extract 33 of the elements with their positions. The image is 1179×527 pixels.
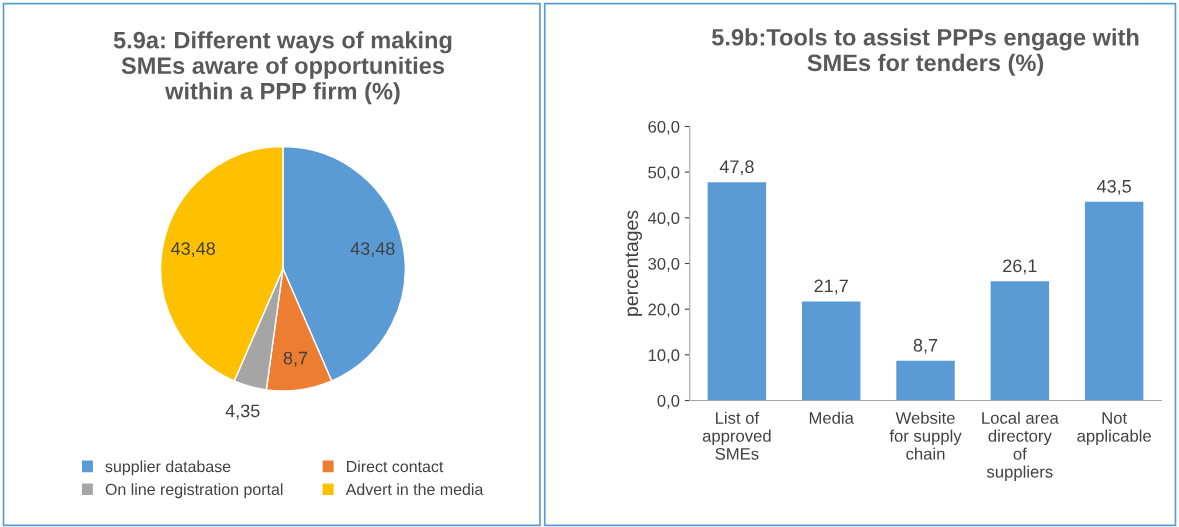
data-label: 8,7 (913, 338, 938, 354)
data-label: 26,1 (1003, 259, 1037, 275)
x-tick-label: Local area directory of suppliers (982, 411, 1059, 482)
y-axis-title: percentages (625, 210, 642, 316)
y-tick-label: 30,0 (648, 257, 680, 272)
bar (801, 301, 861, 401)
bar (1084, 201, 1144, 401)
chart-title: 5.9a: Different ways of making SMEs aware of opportunities within a PPP firm (%) (113, 31, 452, 105)
x-tick-label: Media (809, 411, 854, 424)
y-tick-label: 60,0 (648, 120, 680, 135)
legend-label: Direct contact (347, 460, 444, 473)
data-label: 8,7 (283, 351, 308, 367)
y-tick-label: 20,0 (648, 303, 680, 318)
x-tick-label: Website for supply chain (889, 411, 962, 460)
data-label: 21,7 (814, 279, 848, 295)
data-label: 47,8 (719, 160, 754, 176)
y-tick-label: 40,0 (647, 212, 680, 226)
y-tick-label: 10,0 (648, 349, 680, 364)
y-tick-label: 0,0 (657, 394, 680, 409)
data-label: 4,35 (225, 404, 260, 420)
bar (990, 281, 1050, 401)
x-tick-label: Not applicable (1077, 412, 1151, 446)
legend-label: Advert in the media (345, 483, 484, 496)
data-label: 43,48 (171, 242, 215, 258)
bar (896, 360, 955, 401)
data-label: 43,5 (1097, 179, 1131, 195)
legend-label: On line registration portal (105, 483, 283, 499)
chart-title: 5.9b:Tools to assist PPPs engage with SMEs for tenders (%) (711, 28, 1139, 76)
legend-label: supplier database (105, 460, 231, 476)
y-tick-label: 50,0 (648, 166, 680, 181)
data-label: 43,48 (350, 242, 395, 258)
x-tick-label: List of approved SMEs (702, 411, 771, 460)
bar (707, 182, 767, 401)
